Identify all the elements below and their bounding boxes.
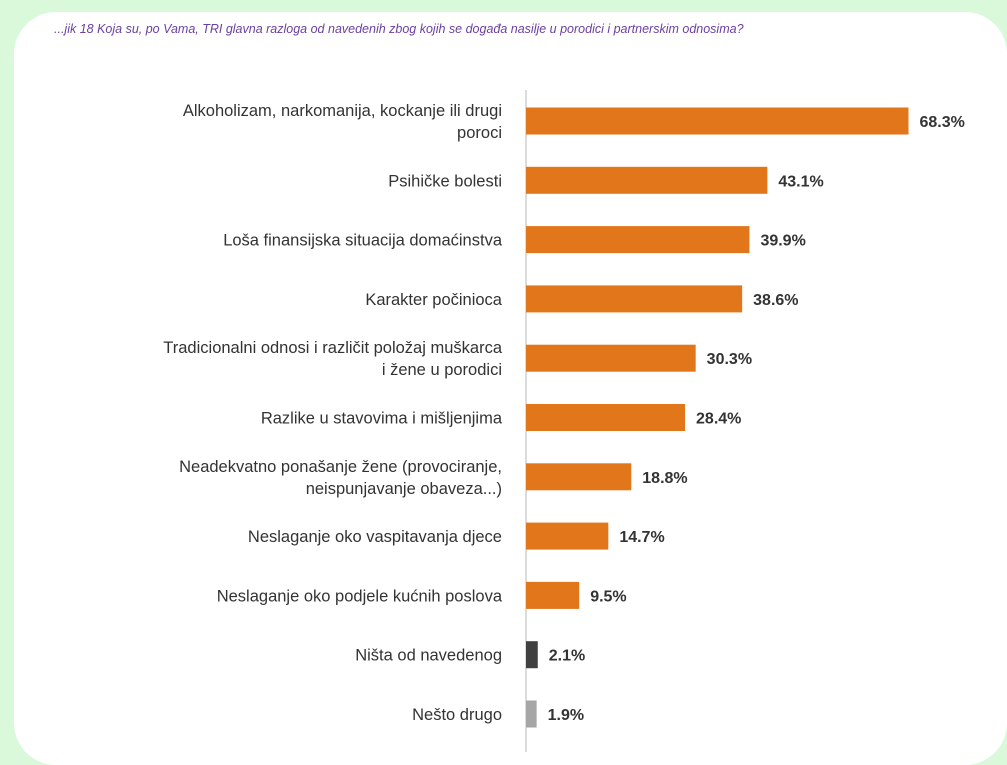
bar — [526, 107, 909, 135]
chart-card — [14, 12, 1007, 765]
category-label: Neslaganje oko vaspitavanja djece — [248, 528, 502, 546]
bar — [526, 226, 750, 254]
bar — [526, 522, 609, 550]
value-label: 1.9% — [548, 707, 584, 724]
category-label: Neslaganje oko podjele kućnih poslova — [217, 587, 503, 605]
category-label: Tradicionalni odnosi i različit položaj … — [163, 339, 503, 357]
value-label: 18.8% — [642, 470, 687, 487]
value-label: 30.3% — [707, 351, 752, 368]
value-label: 39.9% — [760, 233, 805, 250]
value-label: 68.3% — [919, 114, 964, 131]
bar — [526, 581, 580, 609]
chart-title: ...jik 18 Koja su, po Vama, TRI glavna r… — [54, 22, 744, 36]
value-label: 43.1% — [778, 173, 823, 190]
bar — [526, 344, 696, 372]
bar — [526, 285, 743, 313]
bar — [526, 641, 538, 669]
bars-layer: 68.3% Alkoholizam, narkomanija, kockanje … — [163, 90, 965, 752]
category-label: Karakter počinioca — [365, 291, 502, 309]
value-label: 38.6% — [753, 292, 798, 309]
category-label: i žene u porodici — [382, 361, 502, 379]
bar — [526, 404, 686, 431]
bar — [526, 166, 768, 194]
category-label: poroci — [457, 124, 502, 142]
bar — [526, 463, 632, 491]
category-label: neispunjavanje obaveza...) — [306, 480, 502, 498]
value-label: 14.7% — [619, 529, 664, 546]
category-label: Nešto drugo — [412, 706, 502, 724]
category-label: Alkoholizam, narkomanija, kockanje ili d… — [183, 102, 502, 120]
category-label: Psihičke bolesti — [388, 172, 502, 190]
category-label: Ništa od navedenog — [355, 647, 502, 665]
category-label: Razlike u stavovima i mišljenjima — [261, 410, 503, 428]
category-label: Loša finansijska situacija domaćinstva — [223, 232, 503, 250]
category-label: Neadekvatno ponašanje žene (provociranje… — [179, 458, 502, 476]
bar — [526, 700, 537, 728]
value-label: 28.4% — [696, 411, 741, 428]
value-label: 2.1% — [549, 648, 585, 665]
value-label: 9.5% — [590, 588, 626, 605]
